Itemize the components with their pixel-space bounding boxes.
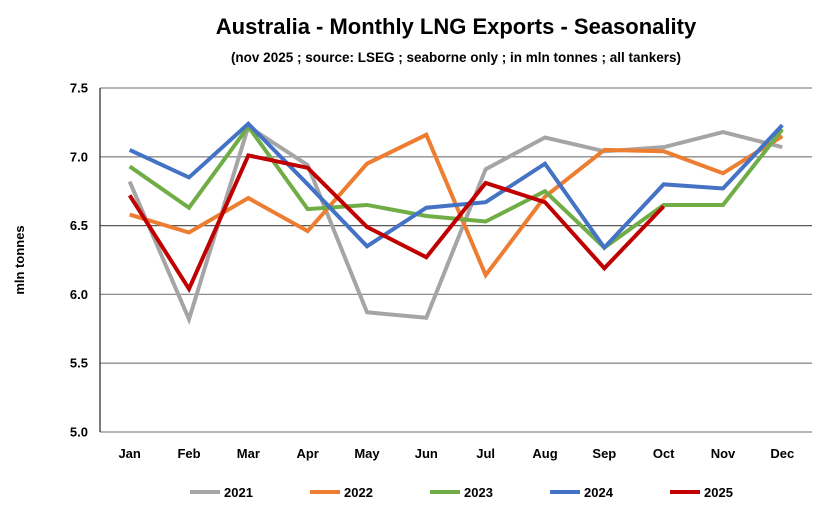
x-tick-label: Jun — [415, 446, 438, 461]
legend-label-2023: 2023 — [464, 485, 493, 500]
series-line-2025 — [127, 153, 666, 294]
chart-subtitle: (nov 2025 ; source: LSEG ; seaborne only… — [230, 50, 682, 65]
x-tick-label: Oct — [653, 446, 675, 461]
legend-label-2021: 2021 — [224, 485, 253, 500]
x-tick-label: Mar — [237, 446, 260, 461]
x-tick-label: Dec — [770, 446, 794, 461]
x-tick-label: Nov — [711, 446, 736, 461]
x-tick-label: Aug — [532, 446, 557, 461]
x-tick-label: Sep — [592, 446, 616, 461]
series-line-2024 — [128, 121, 784, 251]
series-line-2021 — [127, 123, 783, 325]
x-tick-label: May — [354, 446, 380, 461]
legend-label-2024: 2024 — [584, 485, 614, 500]
y-tick-label: 5.0 — [70, 425, 88, 440]
y-tick-label: 6.0 — [70, 287, 88, 302]
y-tick-label: 5.5 — [70, 356, 88, 371]
chart-title: Australia - Monthly LNG Exports - Season… — [215, 14, 697, 39]
legend-label-2025: 2025 — [704, 485, 733, 500]
x-tick-label: Feb — [177, 446, 200, 461]
y-tick-label: 7.5 — [70, 81, 88, 96]
legend-label-2022: 2022 — [344, 485, 373, 500]
x-tick-label: Jan — [118, 446, 140, 461]
x-tick-label: Apr — [296, 446, 318, 461]
y-tick-label: 7.0 — [70, 149, 88, 164]
y-axis-label: mln tonnes — [12, 225, 27, 294]
x-tick-label: Jul — [476, 446, 495, 461]
y-tick-label: 6.5 — [70, 218, 88, 233]
